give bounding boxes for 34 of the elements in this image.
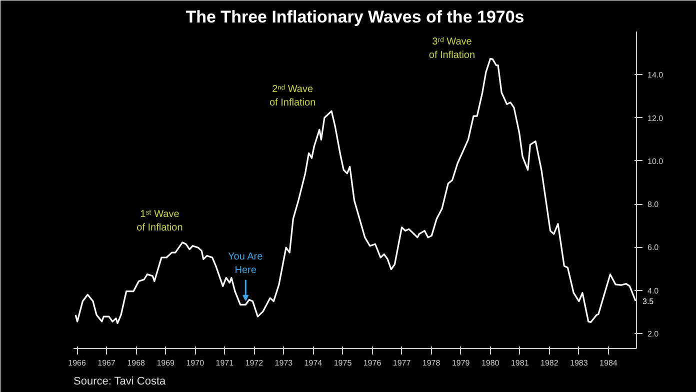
x-tick-label: 1967 — [98, 358, 116, 368]
text: 3.5 — [642, 297, 654, 306]
annotation: 1ˢᵗ Wave of Inflation — [136, 209, 183, 234]
x-tick-label: 1970 — [186, 358, 205, 368]
x-tick-label: 1975 — [334, 358, 352, 368]
annotation: You Are Here — [228, 252, 264, 276]
x-tick-label: 1968 — [127, 358, 146, 368]
x-tick-label: 1971 — [216, 358, 234, 368]
annotation: 2ⁿᵈ Wave of Inflation — [269, 84, 316, 108]
x-tick-label: 1978 — [422, 358, 441, 368]
source-note: Source: Tavi Costa — [74, 376, 166, 388]
x-tick-label: 1974 — [304, 358, 323, 368]
y-tick-label: 4.0 — [648, 286, 660, 296]
line-series — [74, 58, 636, 324]
y-tick-label: 6.0 — [648, 243, 660, 252]
chart-title: The Three Inflationary Waves of the 1970s — [186, 8, 524, 26]
y-tick-label: 8.0 — [648, 200, 660, 210]
x-tick-label: 1982 — [540, 358, 559, 368]
x-tick-label: 1972 — [245, 358, 264, 368]
x-tick-label: 1966 — [68, 358, 86, 368]
y-tick-label: 2.0 — [648, 329, 660, 338]
annotation: 3ʳᵈ Wave of Inflation — [428, 36, 476, 61]
y-tick-label: 12.0 — [648, 114, 664, 123]
x-tick-label: 1980 — [481, 358, 500, 368]
x-tick-label: 1969 — [156, 358, 176, 368]
x-tick-label: 1973 — [274, 358, 294, 368]
x-tick-label: 1981 — [510, 358, 530, 368]
x-tick-label: 1979 — [452, 358, 470, 368]
x-tick-label: 1983 — [570, 358, 588, 368]
x-tick-label: 1984 — [600, 358, 618, 368]
y-tick-label: 14.0 — [648, 70, 664, 80]
x-tick-label: 1977 — [392, 358, 412, 368]
x-tick-label: 1976 — [363, 358, 382, 368]
y-tick-label: 10.0 — [648, 156, 664, 166]
